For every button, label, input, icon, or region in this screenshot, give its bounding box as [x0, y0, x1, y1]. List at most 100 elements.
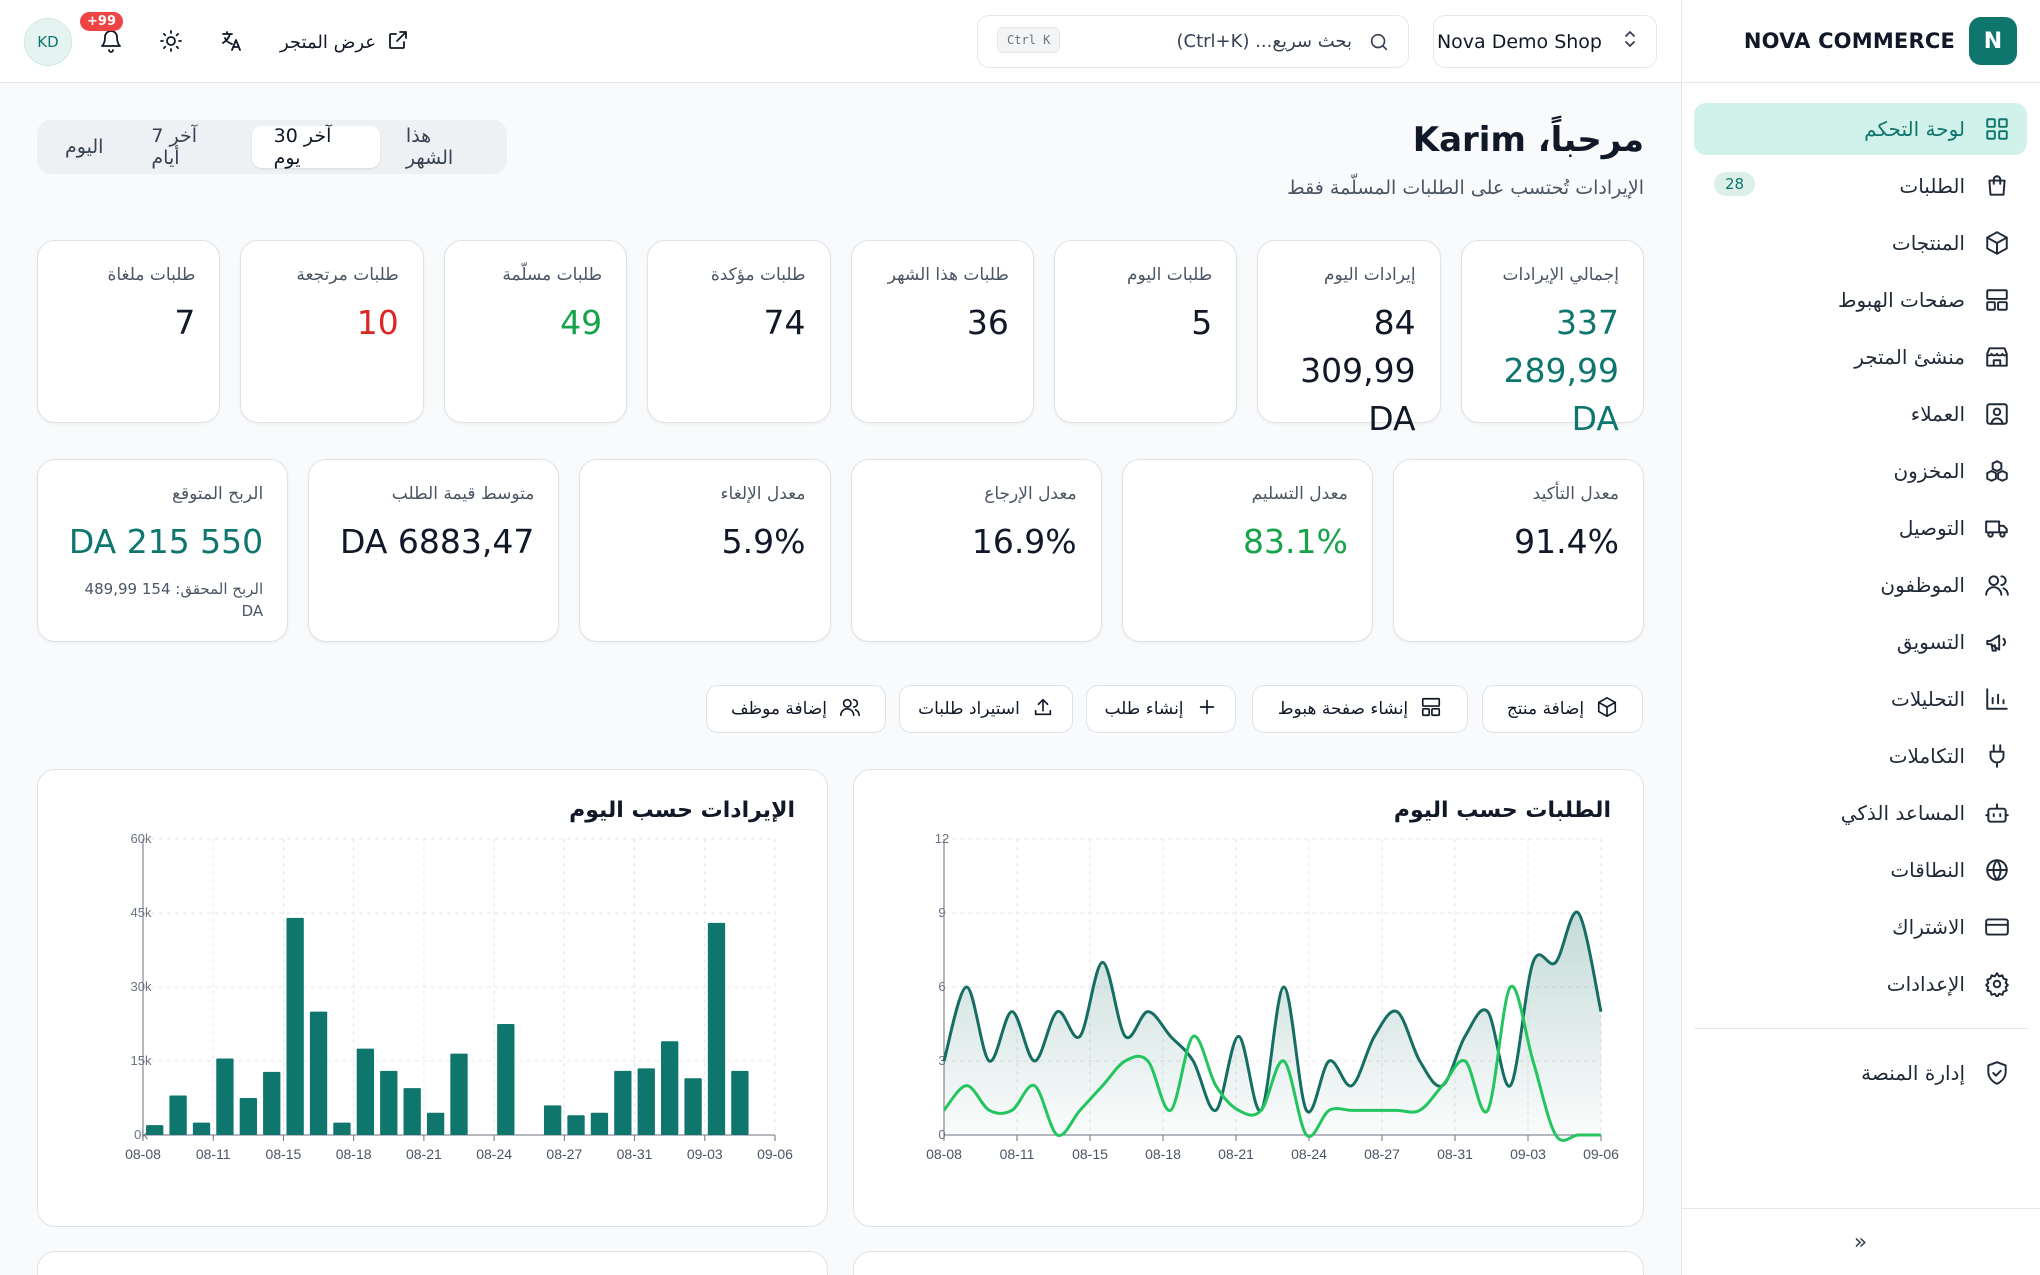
x-tick-label: 08-21	[1218, 1146, 1254, 1162]
sidebar-item-platform-admin[interactable]: إدارة المنصة	[1694, 1047, 2027, 1099]
stat-label: طلبات اليوم	[1127, 265, 1213, 285]
revenue-bar[interactable]	[216, 1058, 234, 1135]
sidebar-item[interactable]: التسويق	[1694, 616, 2027, 668]
revenue-bar[interactable]	[707, 922, 726, 1135]
stat-value: 83.1%	[1243, 522, 1348, 561]
revenue-bar[interactable]	[637, 1068, 655, 1135]
sidebar-item[interactable]: التحليلات	[1694, 673, 2027, 725]
sidebar-nav: لوحة التحكم الطلبات 28 المنتجات صفحات الهبوط…	[1694, 103, 2027, 1104]
sidebar-item[interactable]: المنتجات	[1694, 217, 2027, 269]
sidebar-item[interactable]: التكاملات	[1694, 730, 2027, 782]
revenue-bar[interactable]	[614, 1070, 632, 1135]
x-tick-label: 08-08	[125, 1146, 161, 1162]
stat-card: طلبات مرتجعة 10	[240, 240, 424, 423]
revenue-bar[interactable]	[543, 1105, 562, 1135]
sidebar-item-label: الاشتراك	[1892, 915, 1965, 939]
x-tick-label: 09-06	[1583, 1146, 1619, 1162]
layout-icon	[1983, 286, 2011, 314]
sidebar-item[interactable]: الاشتراك	[1694, 901, 2027, 953]
quick-action-button[interactable]: استيراد طلبات	[899, 685, 1073, 733]
view-store-label: عرض المتجر	[280, 32, 377, 53]
sidebar-item-label: لوحة التحكم	[1864, 117, 1965, 141]
quick-action-label: إضافة منتج	[1506, 699, 1585, 719]
collapse-sidebar-button[interactable]: »	[1681, 1208, 2040, 1275]
brand[interactable]: NOVA COMMERCE N	[1682, 0, 2040, 83]
revenue-bar[interactable]	[661, 1041, 679, 1135]
sidebar-item-label: إدارة المنصة	[1861, 1061, 1965, 1085]
revenue-bar[interactable]	[263, 1071, 281, 1135]
stat-card: إيرادات اليوم 84 309,99 DA	[1257, 240, 1441, 438]
sidebar-item[interactable]: الموظفون	[1694, 559, 2027, 611]
stat-label: معدل الإرجاع	[984, 484, 1077, 504]
series-line[interactable]	[942, 984, 1601, 1142]
stat-card: طلبات اليوم 5	[1053, 240, 1238, 423]
sidebar-item[interactable]: لوحة التحكم	[1694, 103, 2027, 155]
revenue-bar[interactable]	[731, 1070, 749, 1135]
sidebar-item[interactable]: المخزون	[1694, 445, 2027, 497]
revenue-bar[interactable]	[684, 1078, 702, 1135]
stat-value: 91.4%	[1514, 522, 1619, 561]
revenue-bar[interactable]	[286, 917, 304, 1135]
search-input[interactable]: بحث سريع... (Ctrl+K) Ctrl K	[977, 15, 1409, 68]
shield-check-icon	[1983, 1059, 2011, 1087]
shop-selector[interactable]: Nova Demo Shop	[1433, 15, 1657, 68]
revenue-bar[interactable]	[497, 1024, 515, 1135]
range-tab[interactable]: هذا الشهر	[405, 125, 454, 169]
language-icon[interactable]	[216, 26, 246, 56]
revenue-bar[interactable]	[380, 1070, 398, 1135]
range-tab[interactable]: اليوم	[65, 136, 104, 158]
upload-icon	[1032, 696, 1054, 723]
y-tick-label: 9	[938, 905, 945, 920]
sidebar-item-label: النطاقات	[1890, 858, 1965, 882]
revenue-bar[interactable]	[309, 1011, 328, 1135]
next-card-peek	[853, 1251, 1644, 1275]
bell-icon[interactable]	[96, 26, 126, 56]
revenue-bar[interactable]	[590, 1112, 609, 1135]
revenue-bar[interactable]	[426, 1112, 445, 1135]
theme-toggle-icon[interactable]	[156, 26, 186, 56]
sidebar-item[interactable]: التوصيل	[1694, 502, 2027, 554]
quick-action-button[interactable]: إضافة منتج	[1482, 685, 1643, 733]
avatar[interactable]: KD	[24, 18, 72, 66]
quick-action-button[interactable]: إضافة موظف	[706, 685, 886, 733]
stat-value: 74	[763, 303, 806, 342]
sidebar-item[interactable]: المساعد الذكي	[1694, 787, 2027, 839]
revenue-bar[interactable]	[356, 1048, 375, 1135]
stat-card: طلبات ملغاة 7	[37, 240, 221, 423]
sidebar-item[interactable]: الإعدادات	[1694, 958, 2027, 1010]
revenue-bar[interactable]	[146, 1125, 164, 1135]
revenue-bar[interactable]	[192, 1122, 211, 1135]
y-tick-label: 6	[938, 979, 945, 994]
revenue-bar[interactable]	[333, 1122, 351, 1135]
package-icon	[1983, 229, 2011, 257]
revenue-bar[interactable]	[403, 1088, 421, 1135]
revenue-chart-title: الإيرادات حسب اليوم	[569, 798, 795, 823]
stat-card: إجمالي الإيرادات 337 289,99 DA	[1460, 240, 1644, 438]
sidebar-item[interactable]: الطلبات 28	[1694, 160, 2027, 212]
stat-label: طلبات مسلّمة	[502, 265, 603, 285]
revenue-bar[interactable]	[450, 1053, 468, 1135]
stat-card: معدل التأكيد 91.4%	[1392, 459, 1644, 642]
x-tick-label: 08-21	[406, 1146, 442, 1162]
stat-value: 84 309,99 DA	[1300, 303, 1416, 438]
sidebar-item[interactable]: منشئ المتجر	[1694, 331, 2027, 383]
quick-action-button[interactable]: إنشاء طلب	[1086, 685, 1236, 733]
page-title: مرحباً، Karim	[1412, 120, 1644, 160]
range-tab[interactable]: آخر 7 أيام	[151, 125, 198, 169]
stat-card: معدل التسليم 83.1%	[1121, 459, 1373, 642]
sidebar-item[interactable]: صفحات الهبوط	[1694, 274, 2027, 326]
quick-action-button[interactable]: إنشاء صفحة هبوط	[1252, 685, 1468, 733]
revenue-bar[interactable]	[567, 1115, 585, 1135]
view-store-link[interactable]: عرض المتجر	[280, 28, 410, 57]
orders-area-chart: 0 3 6 9 12 08-08 08-11 08-15 08-18 08-21 08-24 08-2…	[926, 831, 1619, 1162]
revenue-bar[interactable]	[239, 1098, 257, 1135]
x-tick-label: 09-06	[757, 1146, 793, 1162]
sidebar-item[interactable]: العملاء	[1694, 388, 2027, 440]
stat-value: 16.9%	[971, 522, 1077, 561]
revenue-bar[interactable]	[169, 1095, 187, 1135]
sidebar-item[interactable]: النطاقات	[1694, 844, 2027, 896]
y-tick-label: 30k	[131, 979, 152, 994]
megaphone-icon	[1983, 628, 2011, 656]
range-tab[interactable]: آخر 30 يوم	[251, 125, 380, 169]
plug-icon	[1983, 742, 2011, 770]
